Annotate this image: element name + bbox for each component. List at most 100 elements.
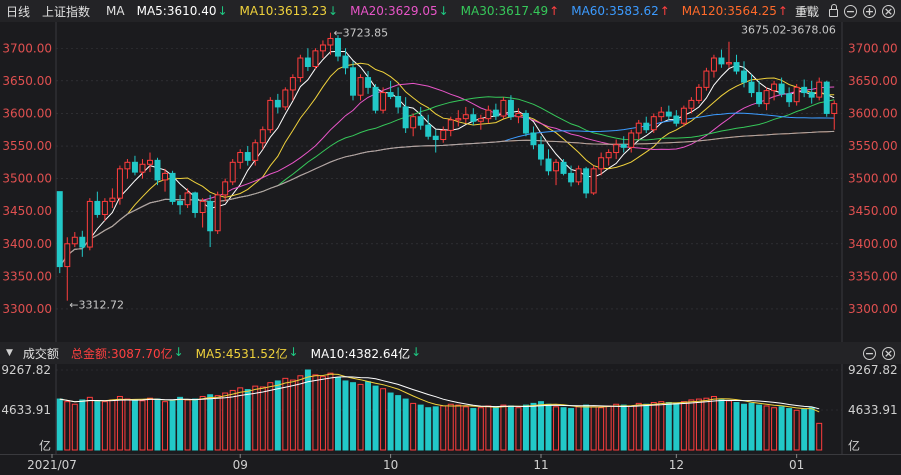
candle-body (274, 99, 281, 108)
candlestick (583, 166, 590, 199)
volume-bar (222, 392, 229, 451)
volume-bar (56, 398, 63, 451)
candle-body (319, 44, 326, 52)
candle-body (244, 152, 251, 161)
candle-body (222, 181, 229, 196)
volume-unit-right: 亿 (848, 438, 860, 453)
trend-arrow-icon: ↓ (438, 4, 449, 18)
candlestick (432, 129, 439, 153)
ma-label[interactable]: MA (106, 4, 125, 18)
volume-bar (417, 404, 424, 451)
volume-collapse-icon[interactable]: ▼ (6, 348, 13, 358)
candlestick (334, 35, 341, 62)
candle-body (545, 158, 552, 172)
candlestick (470, 108, 477, 126)
candle-body (665, 111, 672, 117)
candlestick (244, 146, 251, 166)
candle-body (380, 92, 387, 111)
candlestick (658, 106, 665, 122)
candle-body (139, 163, 146, 173)
candlestick (289, 74, 296, 101)
candle-body (816, 81, 823, 98)
index-name[interactable]: 上证指数 (42, 4, 91, 19)
candlestick (252, 139, 259, 166)
close-icon[interactable]: × (882, 4, 895, 18)
trend-arrow-icon: ↓ (173, 344, 184, 359)
price-tick-left: 3400.00 (2, 237, 52, 251)
candlestick (538, 136, 544, 166)
reset-button[interactable]: 重载 (794, 4, 819, 19)
candlestick (282, 87, 289, 111)
price-tick-left: 3450.00 (2, 204, 52, 218)
volume-bar (545, 403, 552, 451)
candlestick (327, 32, 334, 55)
candlestick (319, 40, 326, 59)
candle-body (229, 161, 236, 183)
candle-body (583, 168, 590, 194)
price-tick-right: 3650.00 (848, 74, 898, 88)
candlestick (650, 113, 657, 133)
price-chart[interactable]: 3300.00 3300.00 3350.00 3350.00 3400.00 3400.… (0, 22, 901, 342)
candle-body (417, 116, 424, 126)
volume-bar (274, 380, 281, 451)
period-label[interactable]: 日线 (6, 4, 31, 19)
trend-arrow-icon: ↑ (777, 4, 788, 18)
candle-body (470, 114, 477, 122)
candlestick (477, 114, 484, 130)
candlestick (688, 97, 695, 114)
lock-icon[interactable] (829, 4, 838, 17)
volume-chart[interactable]: 9267.82 9267.82 4633.91 4633.91 亿 亿 (0, 364, 901, 454)
volume-indicator-bar: ▼ 成交额 总金额:3087.70亿 ↓ MA5:4531.52亿 ↓ MA10:438… (0, 342, 901, 364)
volume-close-icon[interactable]: × (882, 346, 895, 360)
candlestick (365, 71, 372, 94)
volume-bar (432, 406, 439, 451)
candle-body (199, 200, 206, 214)
volume-bar (477, 407, 484, 451)
candlestick (274, 93, 281, 114)
volume-bar (613, 403, 620, 451)
volume-bar (207, 394, 214, 451)
candlestick (350, 61, 356, 101)
price-tick-right: 3550.00 (848, 139, 898, 153)
candle-body (124, 161, 131, 170)
volume-bars (56, 369, 823, 451)
volume-bar (553, 406, 560, 451)
volume-bar (350, 382, 356, 451)
high-annotation: ←3723.85 (333, 27, 388, 40)
volume-bar (259, 386, 266, 451)
volume-bar (71, 403, 78, 451)
volume-bar (500, 404, 507, 451)
time-axis-labels: 2021/07 09 10 11 12 01 (0, 454, 901, 472)
volume-bar (447, 403, 454, 451)
candle-body (425, 124, 432, 137)
candle-body (598, 157, 605, 170)
candle-body (658, 111, 665, 118)
volume-bar (492, 406, 499, 451)
candlestick (297, 54, 304, 83)
price-tick-left: 3650.00 (2, 74, 52, 88)
candlestick (131, 155, 138, 176)
zoom-in-icon[interactable]: + (863, 4, 876, 18)
candlestick (560, 159, 567, 176)
price-tick-left: 3350.00 (2, 269, 52, 283)
candle-body (553, 161, 560, 172)
volume-bar (131, 399, 138, 451)
volume-zoom-out-icon[interactable]: − (863, 346, 876, 360)
volume-bar (786, 408, 793, 451)
candlestick (395, 87, 402, 114)
volume-label[interactable]: 成交额 (22, 346, 59, 361)
volume-bar (334, 376, 341, 451)
candlestick (267, 97, 274, 133)
candlestick (304, 48, 311, 72)
candle-body (568, 172, 575, 183)
volume-bar (710, 395, 717, 451)
price-tick-right: 3600.00 (848, 106, 898, 120)
candle-body (169, 172, 176, 202)
candle-body (402, 106, 409, 129)
candle-body (485, 109, 492, 120)
volume-bar (237, 387, 244, 451)
candlestick (590, 165, 597, 195)
candlestick (673, 110, 680, 127)
zoom-out-icon[interactable]: − (844, 4, 857, 18)
candle-body (628, 132, 635, 148)
